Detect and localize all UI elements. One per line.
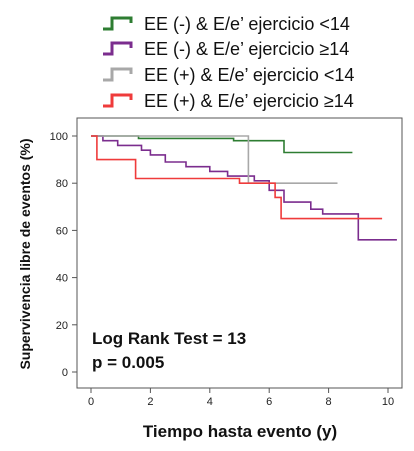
legend-label: EE (+) & E/e’ ejercicio <14 <box>144 65 354 85</box>
series-line-2 <box>91 135 397 241</box>
p-value-annotation: p = 0.005 <box>92 353 164 372</box>
legend-item: EE (+) & E/e’ ejercicio <14 <box>103 65 354 85</box>
legend-item: EE (-) & E/e’ ejercicio <14 <box>103 14 350 34</box>
plot-frame <box>76 117 403 389</box>
legend-item: EE (-) & E/e’ ejercicio ≥14 <box>103 39 349 59</box>
log-rank-annotation: Log Rank Test = 13 <box>92 329 246 348</box>
x-tick-label: 2 <box>147 396 153 408</box>
x-axis-title: Tiempo hasta evento (y) <box>143 422 337 441</box>
legend-label: EE (+) & E/e’ ejercicio ≥14 <box>144 91 354 111</box>
series-line-4 <box>91 135 383 220</box>
y-tick-label: 60 <box>56 225 68 237</box>
y-tick-label: 20 <box>56 320 68 332</box>
legend-swatch-icon <box>103 93 133 108</box>
y-axis-title: Supervivencia libre de eventos (%) <box>17 138 33 369</box>
legend: EE (-) & E/e’ ejercicio <14 EE (-) & E/e… <box>103 14 354 111</box>
y-tick-label: 40 <box>56 273 68 285</box>
x-tick-label: 4 <box>207 396 213 408</box>
legend-swatch-icon <box>103 41 133 56</box>
x-tick-label: 6 <box>266 396 272 408</box>
legend-swatch-icon <box>103 67 133 82</box>
x-tick-label: 8 <box>326 396 332 408</box>
legend-swatch-icon <box>103 16 133 31</box>
legend-label: EE (-) & E/e’ ejercicio ≥14 <box>144 39 349 59</box>
series-line-3 <box>91 135 338 184</box>
y-tick-label: 80 <box>56 178 68 190</box>
legend-item: EE (+) & E/e’ ejercicio ≥14 <box>103 91 354 111</box>
x-tick-label: 0 <box>88 396 94 408</box>
x-tick-label: 10 <box>382 396 394 408</box>
y-tick-label: 0 <box>62 367 68 379</box>
legend-label: EE (-) & E/e’ ejercicio <14 <box>144 14 350 34</box>
y-tick-label: 100 <box>50 131 68 143</box>
series-lines <box>91 135 397 241</box>
